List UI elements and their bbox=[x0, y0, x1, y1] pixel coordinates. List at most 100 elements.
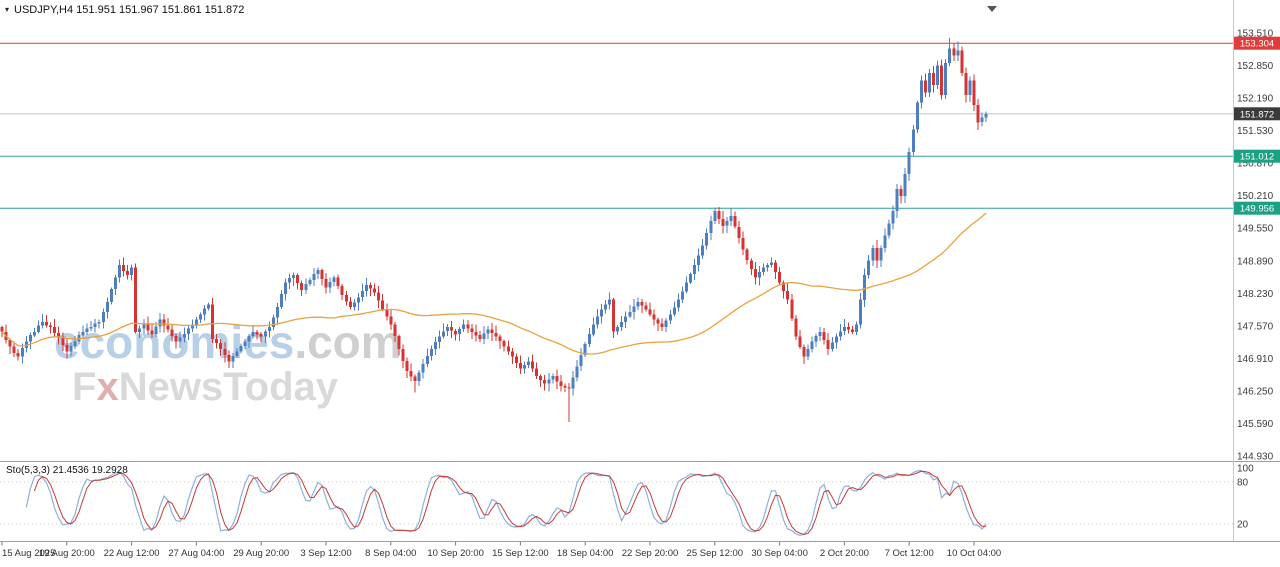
candle-up bbox=[482, 325, 486, 344]
date-label: 30 Sep 04:00 bbox=[751, 548, 808, 559]
candle-up bbox=[275, 303, 279, 325]
price-tag-149.956: 149.956 bbox=[1234, 201, 1280, 215]
moving-average-line[interactable] bbox=[1, 212, 987, 355]
candle-up bbox=[113, 275, 117, 295]
candle-down bbox=[851, 326, 854, 335]
candle-down bbox=[826, 333, 830, 356]
candle-up bbox=[810, 336, 814, 353]
candle-up bbox=[591, 317, 595, 337]
candle-up bbox=[709, 215, 713, 240]
price-tick-label: 148.890 bbox=[1237, 256, 1274, 267]
candle-down bbox=[798, 330, 802, 349]
date-label: 25 Sep 12:00 bbox=[687, 548, 744, 559]
candle-up bbox=[838, 324, 842, 341]
candle-up bbox=[417, 370, 421, 387]
candle-up bbox=[547, 372, 551, 392]
candle-up bbox=[81, 325, 85, 338]
candle-up bbox=[672, 301, 676, 317]
candle-down bbox=[745, 247, 749, 265]
date-label: 15 Aug 2025 bbox=[2, 548, 55, 559]
candle-down bbox=[259, 332, 263, 343]
candle-down bbox=[53, 319, 57, 337]
price-scale[interactable]: 153.510 152.850 152.190 151.530 150.870 150.2… bbox=[1234, 29, 1280, 531]
candle-down bbox=[786, 283, 790, 305]
candle-up bbox=[356, 292, 360, 311]
candle-down bbox=[146, 316, 150, 335]
candle-up bbox=[689, 272, 692, 284]
candle-up bbox=[713, 207, 717, 224]
candle-up bbox=[312, 268, 316, 286]
candle-up bbox=[85, 323, 89, 335]
candle-down bbox=[563, 383, 567, 393]
date-label: 7 Oct 12:00 bbox=[885, 548, 934, 559]
candle-up bbox=[271, 314, 275, 330]
candle-down bbox=[470, 323, 474, 340]
candle-down bbox=[336, 274, 340, 289]
candle-up bbox=[936, 60, 939, 89]
candle-up bbox=[616, 324, 620, 336]
candle-down bbox=[531, 354, 534, 372]
candle-down bbox=[717, 207, 721, 224]
one-click-trading-icon[interactable]: ▾ bbox=[5, 5, 10, 14]
date-label: 15 Sep 12:00 bbox=[492, 548, 549, 559]
candle-up bbox=[915, 100, 919, 133]
candle-up bbox=[818, 326, 822, 341]
chart-shift-marker-icon[interactable] bbox=[987, 6, 997, 12]
candle-down bbox=[385, 303, 389, 321]
candle-up bbox=[680, 286, 684, 304]
candle-up bbox=[583, 342, 587, 358]
candle-down bbox=[174, 333, 178, 349]
price-tick-label: 145.590 bbox=[1237, 419, 1274, 430]
candle-down bbox=[16, 349, 20, 361]
candle-up bbox=[608, 292, 611, 310]
stoch-scale-label: 100 bbox=[1237, 464, 1254, 475]
candle-up bbox=[527, 357, 530, 368]
candle-up bbox=[235, 348, 239, 358]
price-tick-label: 149.550 bbox=[1237, 224, 1274, 235]
candle-up bbox=[425, 348, 429, 367]
candle-up bbox=[968, 76, 972, 102]
candle-down bbox=[972, 74, 976, 111]
candle-up bbox=[458, 327, 462, 341]
stochastic-label: Sto(5,3,3) 21.4536 19.2928 bbox=[6, 465, 128, 476]
candle-down bbox=[498, 334, 502, 349]
candle-down bbox=[778, 267, 782, 286]
candle-up bbox=[186, 325, 190, 340]
candle-up bbox=[158, 313, 162, 333]
candle-down bbox=[952, 42, 956, 62]
price-tick-label: 146.250 bbox=[1237, 386, 1274, 397]
candle-down bbox=[211, 298, 215, 343]
candle-down bbox=[0, 325, 4, 338]
candle-down bbox=[753, 261, 757, 285]
candle-up bbox=[279, 290, 283, 309]
candle-down bbox=[612, 298, 615, 339]
candle-down bbox=[656, 317, 660, 332]
candle-up bbox=[701, 238, 705, 259]
candle-up bbox=[907, 147, 911, 182]
candle-up bbox=[437, 330, 441, 349]
price-tag-153.304: 153.304 bbox=[1234, 36, 1280, 50]
candle-down bbox=[45, 315, 48, 328]
price-tag-151.872: 151.872 bbox=[1234, 107, 1280, 121]
candle-down bbox=[733, 211, 737, 229]
price-tick-label: 147.570 bbox=[1237, 321, 1274, 332]
candle-up bbox=[571, 371, 575, 396]
candle-up bbox=[138, 325, 142, 339]
candle-up bbox=[919, 75, 923, 109]
date-label: 27 Aug 04:00 bbox=[168, 548, 224, 559]
date-label: 10 Sep 20:00 bbox=[427, 548, 484, 559]
stoch-scale-label: 80 bbox=[1237, 478, 1249, 489]
candle-up bbox=[855, 321, 858, 335]
candle-up bbox=[693, 259, 696, 280]
candle-up bbox=[130, 264, 134, 281]
candle-down bbox=[846, 322, 850, 334]
candle-down bbox=[300, 280, 304, 297]
candle-down bbox=[506, 340, 510, 355]
candle-down bbox=[450, 321, 453, 338]
price-tag-151.012: 151.012 bbox=[1234, 149, 1280, 163]
candle-down bbox=[923, 73, 927, 98]
watermark-x: x bbox=[96, 365, 119, 410]
